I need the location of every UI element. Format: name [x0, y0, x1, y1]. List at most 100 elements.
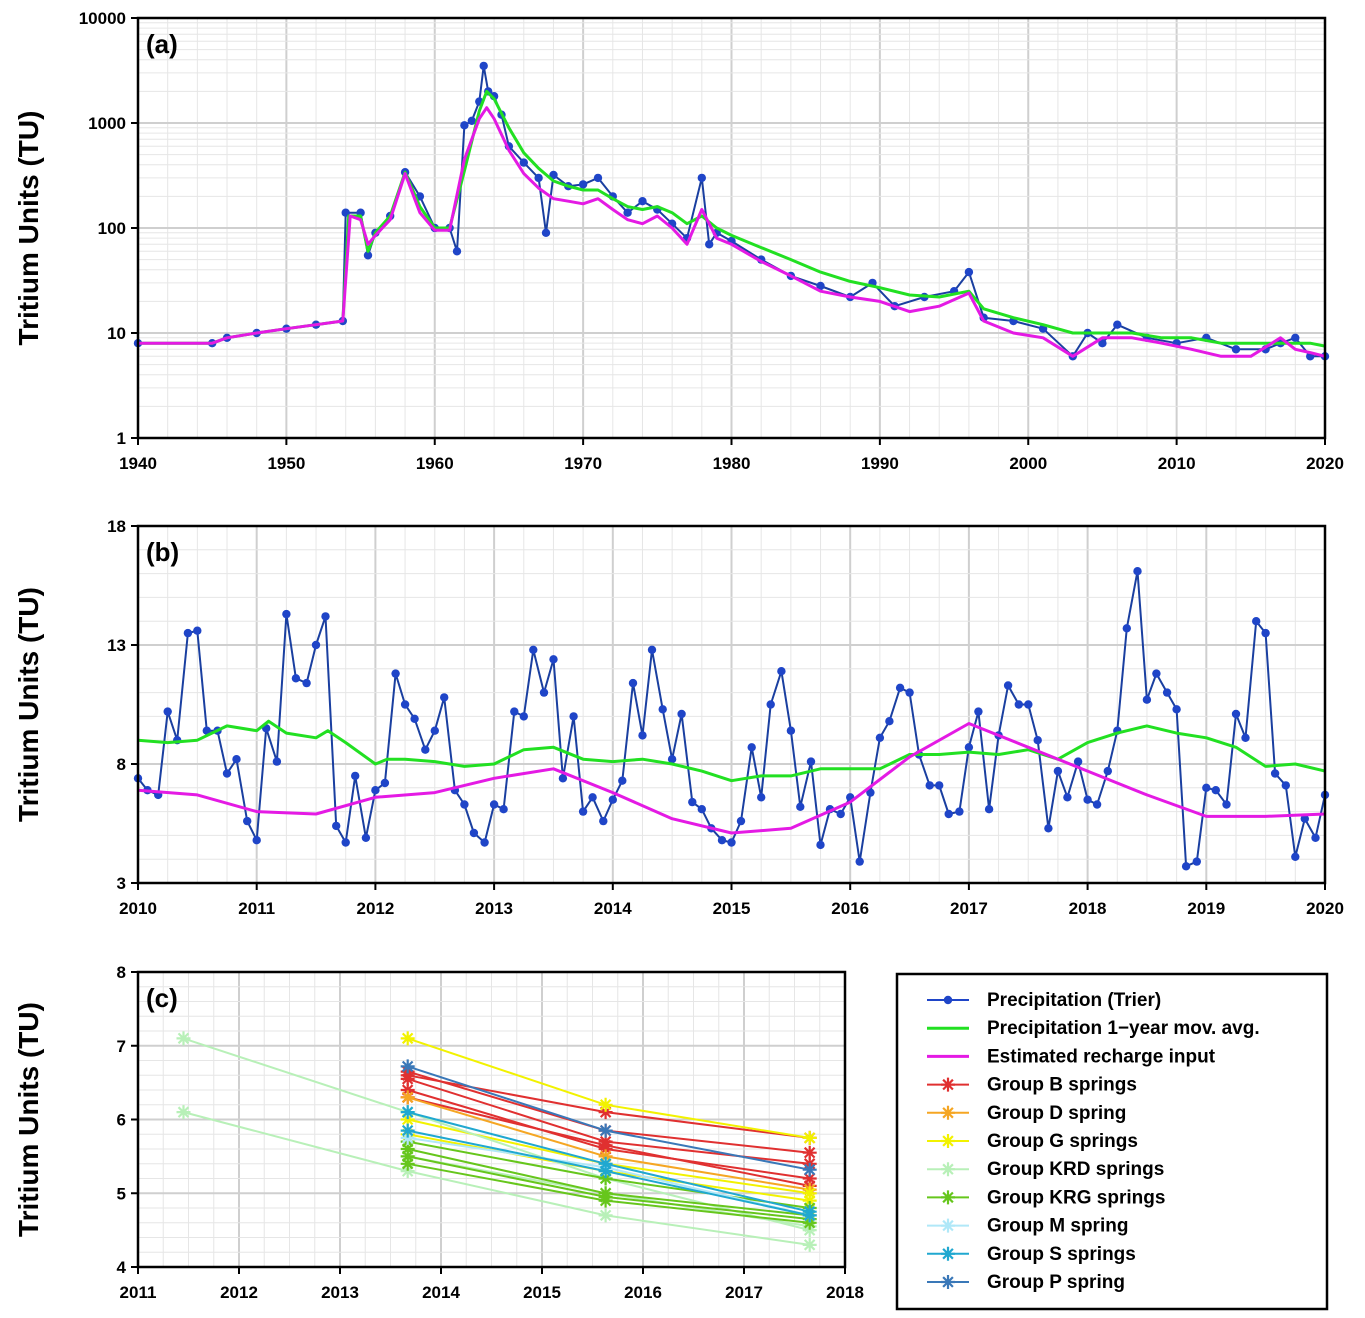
- data-point: [1113, 320, 1122, 329]
- star-marker: [802, 1162, 817, 1177]
- legend-label: Group G springs: [987, 1131, 1138, 1152]
- data-point: [1172, 705, 1181, 714]
- legend-label: Group P spring: [987, 1272, 1125, 1293]
- star-marker: [802, 1171, 817, 1186]
- data-point: [697, 805, 706, 814]
- data-point: [163, 707, 172, 716]
- data-point: [1252, 617, 1261, 626]
- star-marker: [598, 1193, 613, 1208]
- x-tick-label: 2014: [422, 1283, 460, 1302]
- legend-star: [941, 1190, 955, 1205]
- data-point: [193, 626, 202, 635]
- series-line: [137, 719, 1326, 783]
- data-point: [1024, 700, 1033, 709]
- data-point: [341, 838, 350, 847]
- data-point: [539, 688, 549, 697]
- data-point: [777, 667, 786, 676]
- legend-label: Group M spring: [987, 1216, 1128, 1237]
- data-point: [391, 669, 400, 678]
- series-line: [138, 106, 1326, 358]
- data-point: [955, 807, 964, 816]
- y-axis-label: Tritium Units (TU): [13, 1002, 44, 1237]
- star-marker: [400, 1105, 415, 1120]
- x-tick-label: 2010: [119, 899, 157, 918]
- data-point: [964, 267, 974, 277]
- data-point: [766, 700, 775, 709]
- data-point: [1270, 769, 1280, 778]
- y-tick-label: 10000: [79, 9, 126, 28]
- star-marker: [802, 1215, 817, 1230]
- y-tick-label: 6: [117, 1111, 126, 1130]
- series-group: [176, 1031, 817, 1252]
- data-point: [430, 726, 439, 735]
- data-point: [460, 121, 469, 130]
- star-marker: [802, 1145, 817, 1160]
- data-point: [588, 793, 597, 802]
- data-point: [1311, 833, 1320, 842]
- panel-c: 2011 2012 2013 2014 2015 2016 2017 2018 4 5 6 7 8 (c)…: [13, 963, 864, 1302]
- legend-item: Precipitation 1−year mov. avg.: [927, 1018, 1260, 1039]
- data-point: [499, 805, 508, 814]
- data-point: [1063, 793, 1072, 802]
- data-point: [480, 838, 489, 847]
- series-group: [133, 61, 1330, 361]
- data-point: [1291, 333, 1300, 342]
- star-marker: [598, 1156, 613, 1171]
- star-marker: [802, 1237, 817, 1252]
- star-marker: [400, 1130, 415, 1145]
- data-point: [311, 640, 321, 650]
- data-point: [452, 247, 462, 256]
- data-point: [272, 757, 282, 766]
- data-point: [321, 612, 330, 621]
- panel-b: 2010 2011 2012 2013 2014 2015 2016 2017 2018 2019…: [13, 517, 1344, 918]
- data-point: [747, 743, 756, 752]
- panel-label: (b): [146, 537, 179, 567]
- data-point: [618, 776, 627, 785]
- data-point: [796, 802, 805, 811]
- data-point: [935, 781, 944, 790]
- data-point: [421, 745, 430, 754]
- x-tick-label: 2016: [624, 1283, 662, 1302]
- y-tick-label: 8: [117, 963, 126, 982]
- data-point: [647, 645, 657, 654]
- data-point: [697, 173, 706, 183]
- data-point: [638, 731, 647, 740]
- data-point: [549, 655, 558, 664]
- data-point: [1092, 800, 1102, 809]
- x-tick-label: 1960: [416, 454, 454, 473]
- star-marker: [598, 1208, 613, 1223]
- data-point: [1103, 766, 1113, 776]
- y-tick-label: 4: [117, 1258, 127, 1277]
- grid: [137, 18, 1326, 439]
- star-marker: [400, 1068, 415, 1083]
- y-tick-label: 18: [107, 517, 126, 536]
- y-axis-label: Tritium Units (TU): [13, 587, 44, 822]
- x-tick-label: 2017: [725, 1283, 763, 1302]
- y-tick-label: 3: [117, 874, 126, 893]
- data-point: [806, 757, 816, 766]
- legend-label: Precipitation 1−year mov. avg.: [987, 1018, 1260, 1039]
- data-point: [479, 61, 488, 71]
- star-marker: [598, 1171, 613, 1186]
- data-point: [727, 838, 736, 847]
- data-point: [638, 197, 647, 206]
- y-tick-label: 1000: [88, 114, 126, 133]
- star-marker: [400, 1156, 415, 1171]
- data-point: [1241, 733, 1250, 742]
- data-point: [608, 795, 617, 804]
- data-point: [1152, 669, 1161, 678]
- series-line: [407, 1037, 810, 1139]
- y-tick-label: 1: [117, 429, 126, 448]
- legend: Precipitation (Trier) Precipitation 1−yea…: [895, 972, 1329, 1311]
- data-point: [541, 228, 551, 237]
- x-tick-label: 1970: [564, 454, 602, 473]
- data-point: [202, 726, 211, 735]
- legend-item: Estimated recharge input: [927, 1046, 1216, 1067]
- star-marker: [802, 1130, 817, 1145]
- star-marker: [176, 1031, 191, 1046]
- y-tick-label: 7: [117, 1037, 126, 1056]
- x-tick-label: 1980: [713, 454, 751, 473]
- star-marker: [400, 1059, 415, 1074]
- x-tick-label: 2018: [826, 1283, 864, 1302]
